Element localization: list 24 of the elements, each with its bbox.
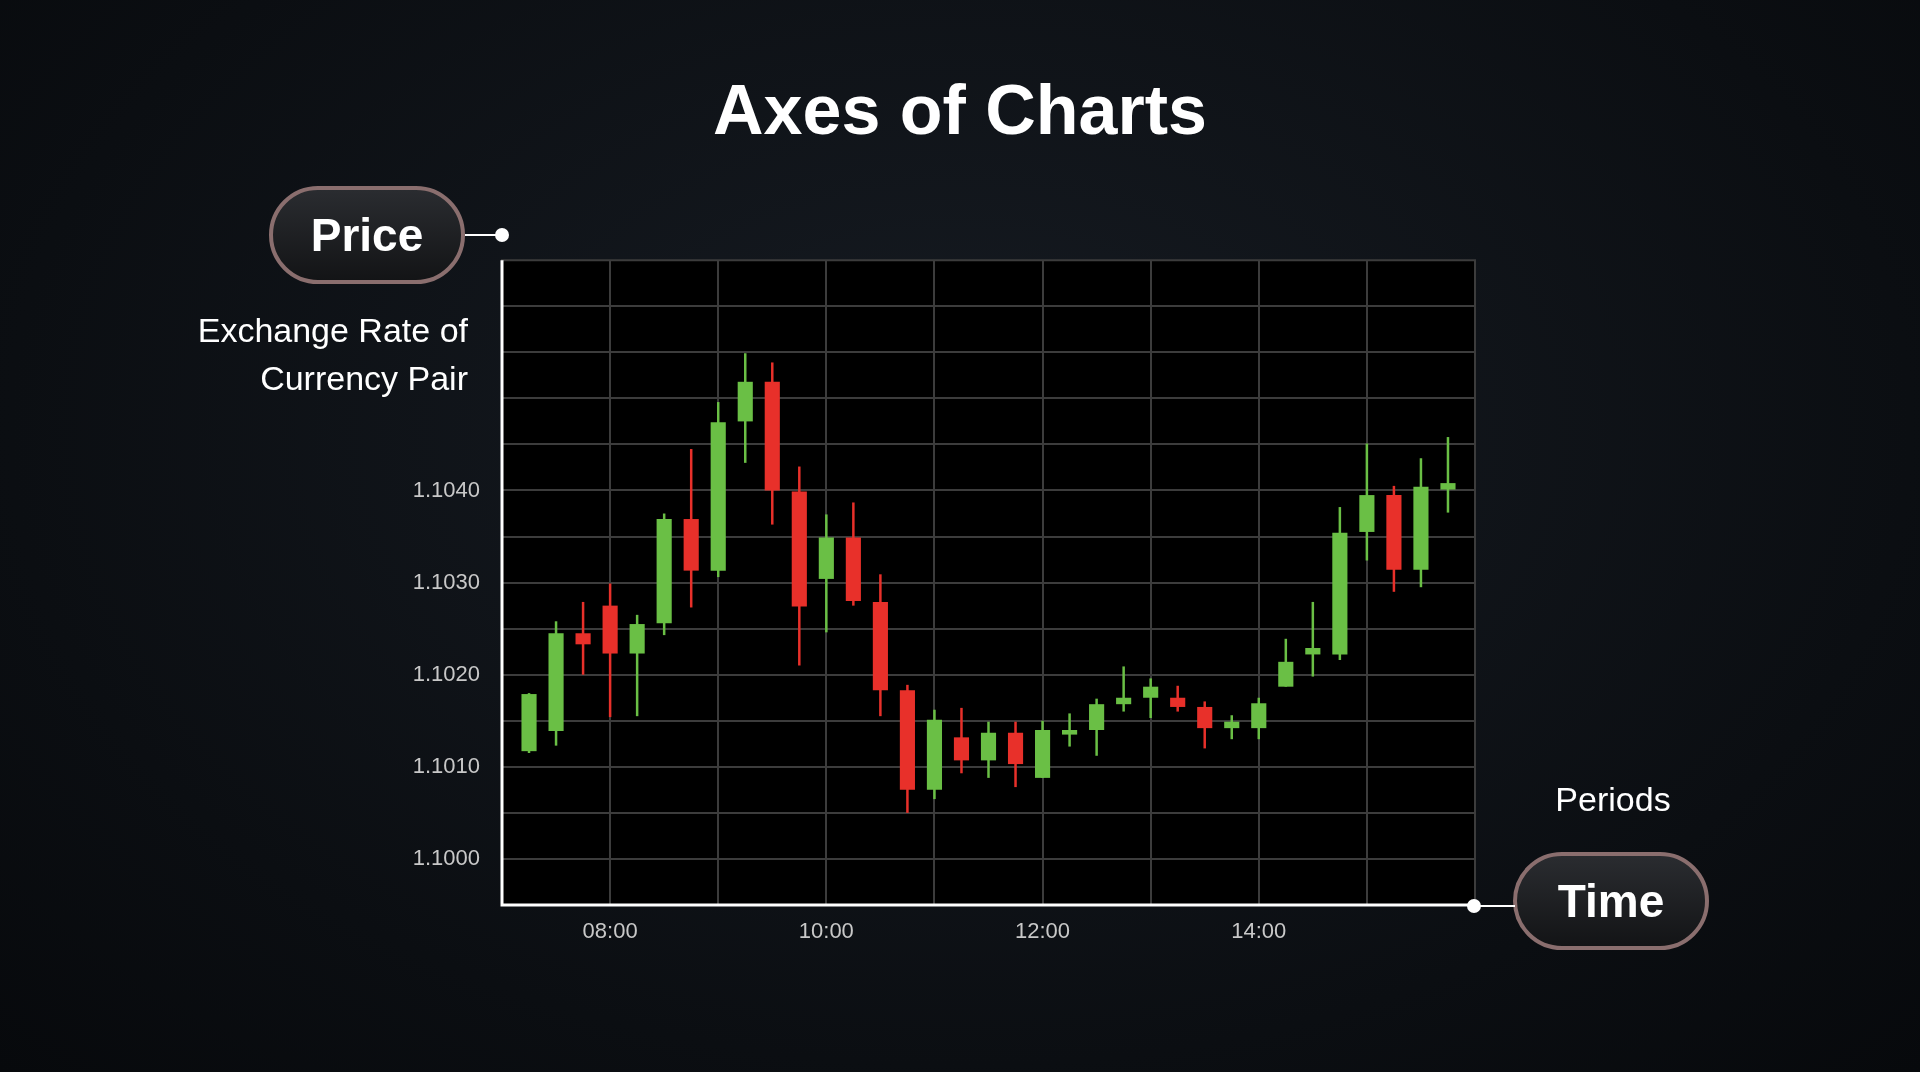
text: Periods (1554, 780, 1672, 819)
candlestick (1440, 435, 1456, 514)
candlestick (1224, 714, 1240, 741)
candlestick (953, 706, 970, 775)
y-tick-label: 1.1020 (412, 660, 480, 686)
candlestick (1170, 684, 1186, 713)
x-tick-label: 14:00 (1231, 918, 1287, 944)
candlestick (1305, 600, 1321, 678)
y-tick-label: 1.1040 (412, 476, 480, 502)
x-tick-label: 12:00 (1015, 918, 1071, 944)
y-axis-title: Price (269, 186, 465, 284)
candlestick (1197, 700, 1213, 750)
candlestick (1116, 665, 1132, 713)
x-axis-title: Time (1513, 852, 1709, 950)
candlestick (1062, 712, 1078, 748)
x-tick-label: 10:00 (798, 918, 854, 944)
y-tick-label: 1.1010 (412, 752, 480, 778)
y-tick-label: 1.1030 (412, 568, 480, 594)
x-tick-label: 08:00 (582, 918, 638, 944)
candlestick (575, 600, 591, 676)
chart-title: Axes of Charts (711, 70, 1208, 150)
y-tick-label: 1.1000 (412, 845, 480, 871)
candlestick (1143, 677, 1159, 720)
text: Exchange Rate of Currency Pair (196, 310, 468, 399)
